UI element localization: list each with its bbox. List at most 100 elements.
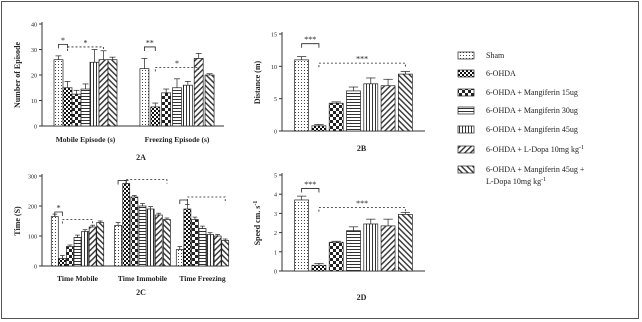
significance-bracket — [179, 199, 188, 204]
y-axis-label: Speed cm. s-1 — [253, 201, 262, 246]
bar-combo — [204, 74, 215, 127]
bar-sham — [50, 216, 59, 267]
bar-combo — [398, 214, 413, 272]
y-tick-label: 1 — [274, 250, 277, 256]
bar-m45 — [183, 84, 193, 127]
bar-m15 — [71, 93, 82, 127]
y-tick-label: 100 — [28, 235, 37, 241]
bar-m15 — [328, 241, 344, 272]
bar-m45 — [81, 231, 89, 267]
bar-m30 — [346, 230, 361, 272]
y-tick-label: 3 — [274, 212, 277, 218]
bar-sham — [175, 249, 184, 267]
legend-item-m15: 6-OHDA + Mangiferin 15ug — [457, 88, 578, 97]
legend-label: 6-OHDA + Mangiferin 30ug — [486, 106, 578, 115]
legend-label: 6-OHDA + Mangiferin 45ug — [486, 125, 578, 134]
legend-swatch — [457, 51, 475, 60]
panel-label: 2B — [357, 144, 367, 153]
legend-swatch — [457, 88, 475, 97]
bar-m30 — [172, 87, 182, 127]
legend-item-sham: Sham — [457, 51, 505, 60]
bar-sham — [139, 68, 150, 127]
significance-bracket — [318, 207, 406, 212]
y-tick-label: 4 — [274, 193, 277, 199]
bar-ohda — [311, 125, 327, 132]
bar-m45 — [363, 223, 379, 272]
bar-ohda — [58, 258, 67, 267]
category-label: Freezing Episode (s) — [145, 135, 210, 144]
significance-bracket — [58, 44, 68, 49]
panel-label: 2A — [136, 153, 146, 162]
significance-label: * — [175, 59, 179, 68]
y-axis-label: Number of Episode — [13, 42, 22, 109]
category-label: Time Freezing — [179, 274, 225, 283]
significance-label: ** — [146, 38, 154, 47]
category-label: Time Immobile — [118, 274, 168, 283]
bar-m15 — [130, 196, 139, 267]
category-label: Time Mobile — [57, 274, 99, 283]
y-tick-label: 10 — [271, 65, 277, 71]
legend-swatch — [457, 125, 475, 134]
legend-label-line2: L-Dopa 10mg kg-1 — [486, 177, 546, 186]
significance-bracket — [54, 211, 63, 216]
legend-swatch — [457, 106, 475, 115]
chart-2a: 0 10 20 30 40 Number of Episode Mobile Episode… — [13, 22, 224, 162]
bar-m45 — [146, 208, 155, 267]
legend-label: 6-OHDA + Mangiferin 15ug — [486, 88, 578, 97]
legend-label: Sham — [486, 51, 505, 60]
bar-m15 — [66, 246, 74, 267]
bar-ohda — [62, 87, 73, 127]
legend: Sham 6-OHDA 6-OHDA + Mangiferin 15ug 6-OHDA… — [457, 51, 585, 186]
bar-m15 — [191, 219, 199, 267]
bar-m15 — [328, 102, 344, 132]
legend-item-m30: 6-OHDA + Mangiferin 30ug — [457, 106, 578, 115]
legend-item-m45: 6-OHDA + Mangiferin 45ug — [457, 125, 578, 134]
bar-m45 — [206, 234, 214, 267]
legend-item-ldopa: 6-OHDA + L-Dopa 10mg kg-1 — [457, 145, 584, 154]
significance-label: * — [57, 204, 61, 213]
significance-bracket — [301, 43, 320, 48]
y-tick-label: 20 — [31, 74, 37, 80]
chart-2c: 0 100 200 300 Time (S) Time Mobile * Time Immob… — [13, 174, 230, 297]
y-tick-label: 0 — [34, 265, 37, 271]
y-axis-label: Time (S) — [13, 206, 22, 236]
significance-bracket — [154, 66, 200, 72]
bar-m45 — [363, 83, 379, 132]
significance-bracket — [61, 219, 94, 224]
bar-ldopa — [154, 214, 163, 267]
bar-ldopa — [98, 59, 109, 127]
significance-label: *** — [356, 55, 368, 64]
significance-label: * — [84, 38, 88, 47]
bar-ohda — [311, 264, 327, 272]
significance-bracket — [318, 62, 406, 68]
legend-item-ohda: 6-OHDA — [457, 69, 516, 78]
bar-m30 — [138, 205, 147, 267]
bar-ohda — [183, 208, 192, 267]
significance-bracket — [301, 188, 320, 193]
bar-sham — [114, 225, 122, 267]
bar-combo — [96, 222, 105, 267]
bar-ldopa — [88, 226, 97, 267]
bar-m30 — [80, 88, 91, 127]
y-tick-label: 300 — [28, 175, 37, 181]
y-tick-label: 0 — [34, 125, 37, 131]
bar-combo — [107, 59, 118, 127]
y-tick-label: 2 — [274, 231, 277, 237]
y-tick-label: 15 — [271, 33, 277, 39]
bar-ldopa — [380, 85, 396, 132]
y-tick-label: 200 — [28, 205, 37, 211]
significance-label: * — [61, 36, 65, 45]
legend-swatch — [457, 69, 475, 78]
bar-m45 — [89, 61, 100, 127]
legend-label: 6-OHDA + L-Dopa 10mg kg-1 — [486, 145, 584, 154]
bar-combo — [398, 73, 413, 132]
category-label: Mobile Episode (s) — [56, 135, 116, 144]
y-tick-label: 0 — [274, 130, 277, 136]
legend-label: 6-OHDA — [486, 69, 516, 78]
bar-m30 — [73, 237, 82, 267]
y-tick-label: 30 — [31, 48, 37, 54]
y-tick-label: 10 — [31, 99, 37, 105]
